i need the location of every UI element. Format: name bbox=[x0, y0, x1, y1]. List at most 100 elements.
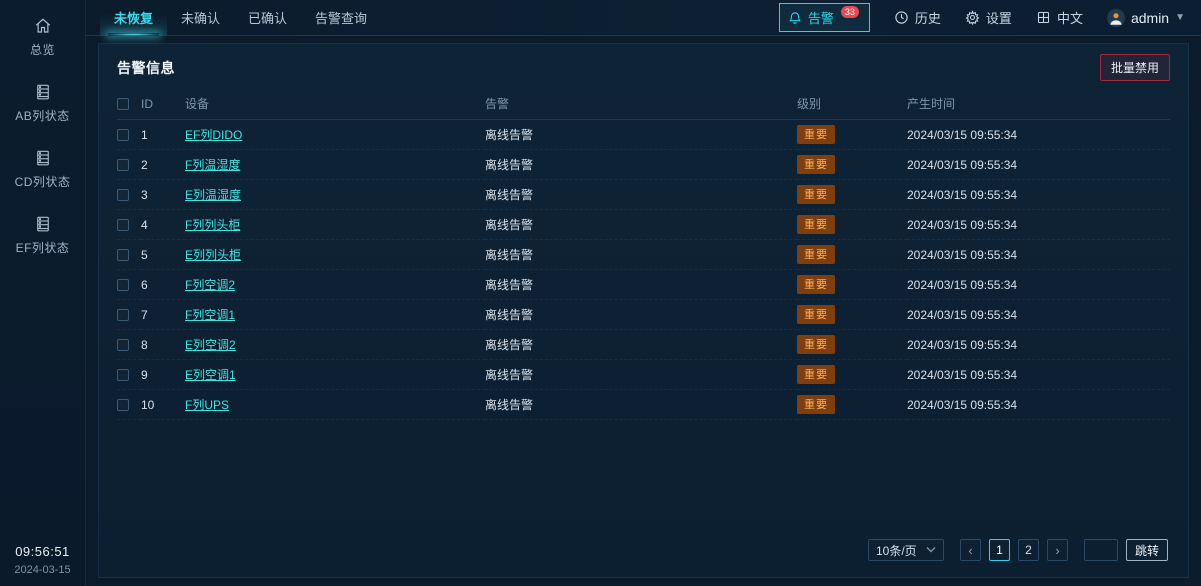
main-area: 未恢复 未确认 已确认 告警查询 告警 33 历史 bbox=[86, 0, 1201, 586]
alarm-nav-button[interactable]: 告警 33 bbox=[778, 3, 870, 32]
device-link[interactable]: F列温湿度 bbox=[185, 158, 241, 172]
level-badge: 重要 bbox=[797, 125, 835, 144]
alarm-type: 离线告警 bbox=[485, 119, 797, 150]
device-link[interactable]: EF列DIDO bbox=[185, 128, 243, 142]
alarm-time: 2024/03/15 09:55:34 bbox=[907, 179, 1170, 210]
row-checkbox[interactable] bbox=[117, 249, 129, 262]
column-header-id: ID bbox=[141, 89, 185, 120]
tab-label: 未恢复 bbox=[114, 11, 154, 26]
panel-title: 告警信息 bbox=[117, 59, 175, 76]
alarm-label: 告警 bbox=[807, 11, 834, 26]
device-link[interactable]: F列UPS bbox=[185, 398, 230, 412]
tab-label: 未确认 bbox=[181, 11, 221, 26]
alarm-type: 离线告警 bbox=[485, 389, 797, 420]
row-id: 5 bbox=[141, 239, 185, 270]
level-badge: 重要 bbox=[797, 245, 835, 264]
row-checkbox[interactable] bbox=[117, 369, 129, 382]
table-row: 2 F列温湿度 离线告警 重要 2024/03/15 09:55:34 bbox=[117, 149, 1170, 180]
alarm-type: 离线告警 bbox=[485, 209, 797, 240]
history-button[interactable]: 历史 bbox=[894, 8, 941, 27]
tab-label: 已确认 bbox=[248, 11, 288, 26]
page-size-value: 10条/页 bbox=[875, 543, 917, 558]
pagination: 10条/页 ‹ 1 2 › 跳转 bbox=[117, 529, 1170, 567]
language-icon bbox=[1036, 10, 1051, 25]
clock-time: 09:56:51 bbox=[15, 544, 70, 559]
alarm-count-badge: 33 bbox=[840, 5, 859, 18]
alarm-table-body: 1 EF列DIDO 离线告警 重要 2024/03/15 09:55:34 2 … bbox=[117, 119, 1170, 420]
language-label: 中文 bbox=[1056, 11, 1083, 26]
sidebar-item-overview[interactable]: 总览 bbox=[0, 16, 86, 58]
table-row: 6 F列空调2 离线告警 重要 2024/03/15 09:55:34 bbox=[117, 269, 1170, 300]
row-checkbox[interactable] bbox=[117, 399, 129, 412]
sidebar-item-label: AB列状态 bbox=[15, 109, 70, 123]
row-id: 9 bbox=[141, 359, 185, 390]
device-link[interactable]: E列空调1 bbox=[185, 368, 236, 382]
device-link[interactable]: F列空调2 bbox=[185, 278, 236, 292]
alarm-time: 2024/03/15 09:55:34 bbox=[907, 329, 1170, 360]
column-header-level: 级别 bbox=[797, 89, 907, 120]
settings-button[interactable]: 设置 bbox=[965, 8, 1012, 27]
table-row: 4 F列列头柜 离线告警 重要 2024/03/15 09:55:34 bbox=[117, 209, 1170, 240]
level-badge: 重要 bbox=[797, 215, 835, 234]
panel-header: 告警信息 批量禁用 bbox=[117, 44, 1170, 89]
batch-disable-button[interactable]: 批量禁用 bbox=[1099, 54, 1170, 81]
jump-button[interactable]: 跳转 bbox=[1125, 539, 1168, 561]
level-badge: 重要 bbox=[797, 305, 835, 324]
row-id: 7 bbox=[141, 299, 185, 330]
row-checkbox[interactable] bbox=[117, 189, 129, 202]
sidebar-item-ab-status[interactable]: AB列状态 bbox=[0, 82, 86, 124]
device-link[interactable]: F列列头柜 bbox=[185, 218, 241, 232]
rack-icon bbox=[33, 214, 53, 234]
sidebar-item-cd-status[interactable]: CD列状态 bbox=[0, 148, 86, 190]
clock-icon bbox=[894, 10, 909, 25]
alarm-time: 2024/03/15 09:55:34 bbox=[907, 359, 1170, 390]
row-checkbox[interactable] bbox=[117, 339, 129, 352]
table-row: 7 F列空调1 离线告警 重要 2024/03/15 09:55:34 bbox=[117, 299, 1170, 330]
sidebar: 总览 AB列状态 CD列状态 EF列状态 09: bbox=[0, 0, 86, 586]
row-id: 10 bbox=[141, 389, 185, 420]
tab-unrecovered[interactable]: 未恢复 bbox=[100, 0, 168, 36]
page-button-2[interactable]: 2 bbox=[1017, 539, 1039, 561]
row-checkbox[interactable] bbox=[117, 159, 129, 172]
page-size-select[interactable]: 10条/页 bbox=[867, 539, 944, 561]
row-checkbox[interactable] bbox=[117, 309, 129, 322]
user-name: admin bbox=[1130, 9, 1170, 26]
row-id: 1 bbox=[141, 119, 185, 150]
alarm-state-tabs: 未恢复 未确认 已确认 告警查询 bbox=[100, 0, 381, 36]
sidebar-item-ef-status[interactable]: EF列状态 bbox=[0, 214, 86, 256]
device-link[interactable]: E列列头柜 bbox=[185, 248, 242, 262]
alarm-type: 离线告警 bbox=[485, 179, 797, 210]
alarm-time: 2024/03/15 09:55:34 bbox=[907, 149, 1170, 180]
select-all-checkbox[interactable] bbox=[117, 98, 129, 111]
row-checkbox[interactable] bbox=[117, 219, 129, 232]
level-badge: 重要 bbox=[797, 395, 835, 414]
alarm-type: 离线告警 bbox=[485, 329, 797, 360]
alarm-type: 离线告警 bbox=[485, 149, 797, 180]
device-link[interactable]: E列温湿度 bbox=[185, 188, 242, 202]
column-header-time: 产生时间 bbox=[907, 89, 1170, 120]
tab-label: 告警查询 bbox=[315, 11, 368, 26]
alarm-time: 2024/03/15 09:55:34 bbox=[907, 269, 1170, 300]
page-button-1[interactable]: 1 bbox=[988, 539, 1010, 561]
row-checkbox[interactable] bbox=[117, 279, 129, 292]
prev-page-button[interactable]: ‹ bbox=[959, 539, 981, 561]
jump-page-input[interactable] bbox=[1083, 539, 1118, 561]
user-menu[interactable]: admin ▼ bbox=[1106, 8, 1185, 27]
level-badge: 重要 bbox=[797, 155, 835, 174]
row-checkbox[interactable] bbox=[117, 129, 129, 142]
level-badge: 重要 bbox=[797, 185, 835, 204]
row-id: 8 bbox=[141, 329, 185, 360]
column-header-device: 设备 bbox=[185, 89, 485, 120]
tab-confirmed[interactable]: 已确认 bbox=[234, 0, 301, 35]
table-row: 1 EF列DIDO 离线告警 重要 2024/03/15 09:55:34 bbox=[117, 119, 1170, 150]
tab-unconfirmed[interactable]: 未确认 bbox=[167, 0, 234, 35]
bell-icon bbox=[788, 10, 802, 25]
device-link[interactable]: E列空调2 bbox=[185, 338, 236, 352]
tab-alarm-query[interactable]: 告警查询 bbox=[301, 0, 381, 35]
language-switcher[interactable]: 中文 bbox=[1036, 8, 1083, 27]
next-page-button[interactable]: › bbox=[1046, 539, 1068, 561]
device-link[interactable]: F列空调1 bbox=[185, 308, 236, 322]
avatar bbox=[1106, 8, 1125, 27]
chevron-down-icon bbox=[926, 545, 936, 556]
row-id: 6 bbox=[141, 269, 185, 300]
